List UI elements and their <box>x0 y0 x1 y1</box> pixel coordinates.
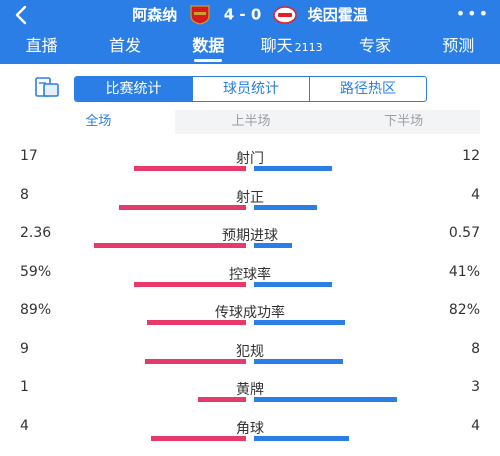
tab-label: 专家 <box>358 36 391 55</box>
segment-player-stats[interactable]: 球员统计 <box>192 77 309 101</box>
away-stat-bar <box>254 204 317 210</box>
tab-label: 数据 <box>192 36 225 55</box>
home-stat-value: 17 <box>20 148 38 164</box>
match-header: 阿森纳 4 - 0 埃因霍温 <box>0 4 500 25</box>
tab-expert[interactable]: 专家 <box>333 30 416 64</box>
away-stat-value: 4 <box>471 186 480 203</box>
tab-label: 直播 <box>25 36 58 55</box>
stat-name: 射门 <box>236 151 264 167</box>
away-team-name: 埃因霍温 <box>307 6 368 24</box>
stat-name: 预期进球 <box>222 228 278 244</box>
away-stat-value: 4 <box>471 417 480 434</box>
away-stat-bar <box>254 320 345 325</box>
stat-row: 59% 控球率 41% <box>0 264 500 302</box>
away-stat-value: 0.57 <box>448 225 480 241</box>
stat-row: 8 射正 4 <box>0 187 500 225</box>
tab-lineup[interactable]: 首发 <box>83 30 166 64</box>
stat-row: 2.36 预期进球 0.57 <box>0 225 500 263</box>
period-second-half[interactable]: 下半场 <box>384 114 424 129</box>
home-stat-value: 2.36 <box>20 225 52 241</box>
home-stat-bar <box>147 320 246 325</box>
stats-segment-control: 比赛统计 球员统计 路径热区 <box>74 76 427 102</box>
home-stat-bar <box>119 204 246 210</box>
home-stat-value: 8 <box>20 186 29 203</box>
home-stat-bar <box>94 243 246 248</box>
tab-data[interactable]: 数据 <box>167 30 250 64</box>
away-stat-bar <box>254 435 349 441</box>
stat-name: 射正 <box>236 189 264 206</box>
home-team-name: 阿森纳 <box>132 6 178 24</box>
home-stat-bar <box>198 397 246 402</box>
away-stat-bar <box>254 166 332 171</box>
away-stat-value: 82% <box>448 302 480 318</box>
away-stat-value: 41% <box>448 263 480 280</box>
stat-name: 犯规 <box>236 343 264 360</box>
stat-row: 1 黄牌 3 <box>0 379 500 417</box>
home-stat-bar <box>151 435 246 441</box>
home-stat-value: 1 <box>20 379 29 395</box>
home-stat-value: 4 <box>20 417 29 434</box>
away-stat-value: 12 <box>462 148 480 164</box>
segment-match-stats[interactable]: 比赛统计 <box>75 77 192 101</box>
away-stat-value: 3 <box>471 379 480 395</box>
home-stat-value: 9 <box>20 340 29 357</box>
stat-row: 89% 传球成功率 82% <box>0 302 500 340</box>
top-bar: 阿森纳 4 - 0 埃因霍温 ••• <box>0 0 500 30</box>
match-score: 4 - 0 <box>223 5 262 24</box>
stat-name: 角球 <box>236 420 264 437</box>
tab-label: 首发 <box>108 36 141 55</box>
away-stat-bar <box>254 358 343 364</box>
stat-row: 9 犯规 8 <box>0 341 500 379</box>
home-stat-value: 89% <box>20 302 52 318</box>
home-stat-bar <box>145 358 246 364</box>
home-stat-bar <box>134 281 246 287</box>
home-stat-bar <box>134 166 246 171</box>
main-tabs: 直播 首发 数据 聊天 2113 专家 预测 <box>0 30 500 64</box>
away-team-crest-icon <box>272 5 297 25</box>
period-selector: 全场 上半场 下半场 <box>22 110 480 134</box>
stat-name: 传球成功率 <box>215 305 285 321</box>
away-stat-bar <box>254 281 332 287</box>
period-first-half[interactable]: 上半场 <box>231 114 271 129</box>
document-icon[interactable] <box>34 76 60 98</box>
stat-row: 17 射门 12 <box>0 148 500 186</box>
tab-prediction[interactable]: 预测 <box>417 30 500 64</box>
stat-row: 4 角球 4 <box>0 418 500 456</box>
back-arrow-icon[interactable] <box>12 4 32 26</box>
more-menu-icon[interactable]: ••• <box>455 4 490 23</box>
tab-chat[interactable]: 聊天 2113 <box>250 30 333 64</box>
tab-live[interactable]: 直播 <box>0 30 83 64</box>
stat-name: 黄牌 <box>236 382 264 398</box>
home-team-crest-icon <box>188 4 212 25</box>
tab-label: 预测 <box>442 36 475 55</box>
period-full-time[interactable]: 全场 <box>22 110 175 134</box>
away-stat-value: 8 <box>471 340 480 357</box>
chat-count: 2113 <box>294 41 323 54</box>
stat-name: 控球率 <box>229 266 271 283</box>
away-stat-bar <box>254 397 397 402</box>
segment-heat-zones[interactable]: 路径热区 <box>309 77 426 101</box>
away-stat-bar <box>254 243 292 248</box>
home-stat-value: 59% <box>20 263 52 280</box>
tab-label: 聊天 <box>260 36 293 55</box>
